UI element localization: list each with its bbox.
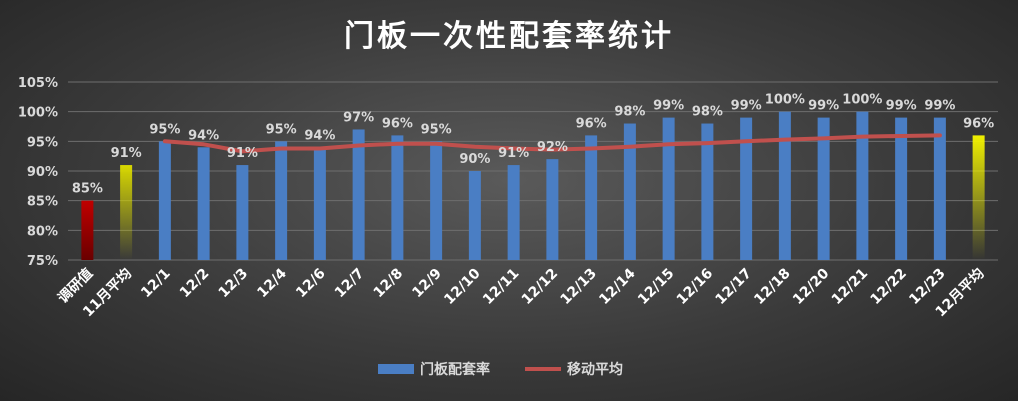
data-label: 85% (72, 182, 103, 197)
bar (546, 159, 559, 260)
bar (856, 111, 869, 261)
legend: 门板配套率 移动平均 (378, 361, 623, 378)
data-label: 99% (653, 99, 684, 114)
bar (81, 200, 94, 260)
bar (895, 117, 908, 260)
x-tick-label: 12/8 (371, 266, 407, 302)
bar (933, 117, 946, 260)
data-label: 92% (537, 140, 568, 155)
data-label: 100% (842, 93, 882, 108)
x-tick-label: 12/17 (712, 266, 754, 308)
bar (662, 117, 675, 260)
x-tick-label: 12/9 (409, 266, 445, 302)
grid-layer (68, 81, 998, 261)
x-tick-label: 12/6 (293, 266, 329, 302)
data-label: 100% (765, 93, 805, 108)
y-tick-label: 80% (27, 224, 58, 239)
legend-label-bar: 门板配套率 (420, 361, 490, 378)
x-tick-label: 12/1 (138, 266, 174, 302)
data-label: 98% (614, 105, 645, 120)
bar-series (81, 111, 985, 261)
data-label: 99% (731, 99, 762, 114)
x-tick-label: 12/18 (751, 266, 793, 308)
x-tick-label: 12/2 (177, 266, 213, 302)
data-label: 95% (149, 122, 180, 137)
data-label: 90% (459, 152, 490, 167)
bar (817, 117, 830, 260)
legend-swatch-bar (378, 364, 414, 374)
y-tick-label: 85% (27, 195, 58, 210)
y-tick-label: 100% (18, 106, 58, 121)
moving-average-line (162, 133, 942, 154)
x-tick-label: 12/3 (216, 266, 252, 302)
x-tick-label: 12/22 (867, 266, 909, 308)
bar (158, 141, 171, 260)
x-tick-label: 12/16 (674, 266, 716, 308)
data-label: 96% (382, 116, 413, 131)
legend-label-line: 移动平均 (567, 361, 623, 378)
bar (197, 147, 210, 260)
bar (468, 171, 481, 260)
data-label: 96% (576, 116, 607, 131)
data-label: 91% (498, 146, 529, 161)
data-label: 99% (886, 99, 917, 114)
y-tick-label: 95% (27, 135, 58, 150)
data-label: 97% (343, 110, 374, 125)
bar (740, 117, 753, 260)
x-tick-label: 12/4 (254, 265, 290, 301)
data-labels: 85% 91% 95% 94% 91% 95% 94% 97% 96% 95% 90% 91% 92% 9… (72, 93, 994, 197)
line-series (162, 133, 942, 154)
bar (585, 135, 598, 260)
data-label: 95% (266, 122, 297, 137)
bar (352, 129, 365, 260)
bar (236, 165, 249, 260)
bar (507, 165, 520, 260)
x-tick-label: 12/12 (519, 266, 561, 308)
y-tick-label: 105% (18, 76, 58, 91)
data-label: 94% (188, 128, 219, 143)
data-label: 94% (304, 128, 335, 143)
x-tick-label: 12/15 (635, 266, 677, 308)
bar (778, 111, 791, 261)
x-tick-label: 12/10 (441, 265, 484, 308)
data-label: 91% (227, 146, 258, 161)
data-label: 98% (692, 105, 723, 120)
data-label: 91% (111, 146, 142, 161)
bar (120, 165, 133, 260)
y-tick-label: 75% (27, 254, 58, 269)
bar (701, 123, 714, 261)
bar (430, 141, 443, 260)
chart-title: 门板一次性配套率统计 (344, 19, 674, 54)
data-label: 99% (808, 99, 839, 114)
data-label: 95% (421, 122, 452, 137)
x-tick-label: 12/20 (790, 265, 833, 308)
x-tick-label: 12/14 (596, 265, 639, 308)
bar (972, 135, 985, 260)
y-tick-label: 90% (27, 165, 58, 180)
bar (275, 141, 288, 260)
data-label: 99% (924, 99, 955, 114)
x-tick-label: 12/7 (332, 266, 368, 302)
x-tick-label: 12/11 (480, 266, 522, 308)
bar (391, 135, 404, 260)
y-axis: 75% 80% 85% 90% 95% 100% 105% (18, 76, 58, 269)
data-label: 96% (963, 116, 994, 131)
x-tick-label: 12/21 (829, 266, 871, 308)
bar (623, 123, 636, 261)
x-tick-label: 12/13 (557, 266, 599, 308)
bar (313, 147, 326, 260)
